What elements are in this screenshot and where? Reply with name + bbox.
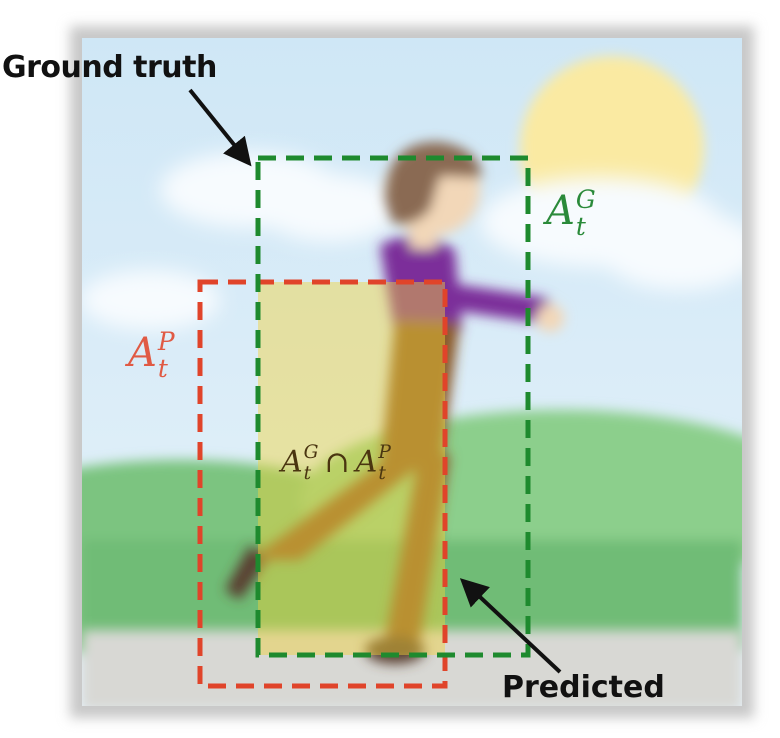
math-superscript: P — [157, 327, 175, 356]
predicted-arrow — [459, 578, 562, 674]
math-subscript: t — [575, 211, 586, 241]
math-subscript: t — [378, 462, 386, 484]
intersection-operator: ∩ — [324, 444, 350, 480]
math-superscript: P — [378, 442, 391, 463]
ground-truth-label: Ground truth — [2, 50, 217, 85]
math-superscript: G — [303, 442, 319, 463]
math-base: A — [355, 444, 378, 480]
math-subscript: t — [303, 462, 312, 484]
intersection-region — [258, 282, 445, 655]
math-subscript: t — [157, 353, 168, 383]
clouds — [82, 152, 742, 330]
ground-truth-box — [255, 155, 531, 658]
math-base: A — [546, 187, 575, 234]
predicted-box — [197, 279, 448, 689]
ground-truth-arrow — [188, 88, 252, 167]
math-base: A — [128, 329, 157, 376]
math-superscript: G — [575, 185, 596, 214]
predicted-label: Predicted — [502, 670, 665, 705]
math-base: A — [281, 444, 303, 480]
